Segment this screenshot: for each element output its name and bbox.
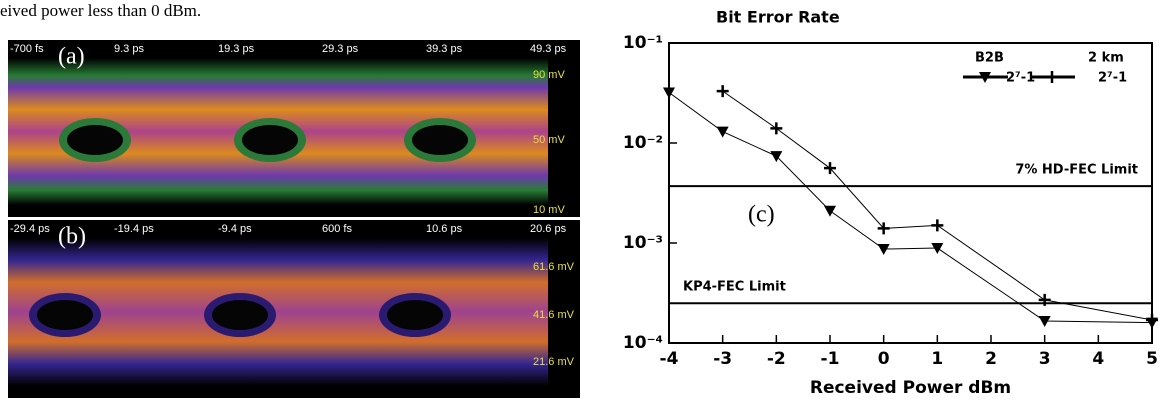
legend-marker bbox=[1046, 71, 1058, 83]
voltage-label: 61.6 mV bbox=[533, 261, 575, 273]
legend-group: B2B bbox=[975, 51, 1004, 66]
x-tick-label: 2 bbox=[985, 349, 997, 369]
plot-frame bbox=[669, 43, 1152, 343]
data-point bbox=[717, 85, 729, 97]
data-point bbox=[1146, 314, 1158, 326]
x-tick-label: -1 bbox=[821, 349, 840, 369]
data-point bbox=[770, 122, 782, 134]
x-tick-label: -2 bbox=[767, 349, 786, 369]
legend-group: 2 km bbox=[1088, 51, 1124, 66]
y-tick-label: 10⁻¹ bbox=[623, 33, 663, 53]
x-axis-label: Received Power dBm bbox=[810, 378, 1011, 398]
y-tick-label: 10⁻² bbox=[623, 133, 663, 153]
time-label: 29.3 ps bbox=[322, 43, 359, 55]
eye-opening bbox=[242, 125, 298, 155]
eye-opening bbox=[212, 300, 268, 330]
x-tick-label: 4 bbox=[1092, 349, 1104, 369]
y-tick-label: 10⁻³ bbox=[623, 233, 663, 253]
time-label: -29.4 ps bbox=[10, 223, 50, 235]
voltage-label: 10 mV bbox=[533, 204, 565, 216]
legend-label: 2⁷-1 bbox=[1098, 71, 1127, 86]
ber-chart: Bit Error Rate 10⁻¹ 10⁻² 10⁻³ 10⁻⁴-4 -3 -2 -1 0 1… bbox=[623, 8, 1158, 399]
panel-label: (a) bbox=[58, 44, 85, 70]
chart-title: Bit Error Rate bbox=[716, 8, 840, 27]
data-point bbox=[931, 219, 943, 231]
panel-label: (b) bbox=[58, 224, 86, 250]
time-label: 20.6 ps bbox=[530, 223, 567, 235]
eye-opening bbox=[67, 125, 123, 155]
eye-opening bbox=[412, 125, 468, 155]
caption-fragment: eived power less than 0 dBm. bbox=[0, 1, 201, 20]
time-label: -19.4 ps bbox=[114, 223, 154, 235]
data-point bbox=[717, 127, 729, 138]
data-point bbox=[878, 244, 890, 255]
eye-opening bbox=[387, 300, 443, 330]
voltage-label: 50 mV bbox=[533, 134, 565, 146]
voltage-label: 21.6 mV bbox=[533, 356, 575, 368]
time-label: 10.6 ps bbox=[426, 223, 463, 235]
x-tick-label: 1 bbox=[931, 349, 943, 369]
time-label: 19.3 ps bbox=[218, 43, 255, 55]
limit-label: KP4-FEC Limit bbox=[683, 280, 786, 295]
panel-label: (c) bbox=[748, 202, 775, 228]
x-tick-label: -3 bbox=[713, 349, 732, 369]
eye-opening bbox=[37, 300, 93, 330]
figure: eived power less than 0 dBm. -700 fs 9.3 … bbox=[0, 0, 1162, 400]
time-label: 600 fs bbox=[322, 223, 352, 235]
time-label: -9.4 ps bbox=[218, 223, 252, 235]
x-tick-label: 3 bbox=[1039, 349, 1051, 369]
voltage-label: 90 mV bbox=[533, 69, 565, 81]
time-label: 39.3 ps bbox=[426, 43, 463, 55]
time-label: 9.3 ps bbox=[114, 43, 144, 55]
x-tick-label: 5 bbox=[1146, 349, 1158, 369]
limit-label: 7% HD-FEC Limit bbox=[1015, 163, 1138, 178]
eye-diagrams: -700 fs 9.3 ps 19.3 ps 29.3 ps 39.3 ps 49.3 p… bbox=[8, 40, 580, 398]
data-point bbox=[663, 87, 675, 98]
x-tick-label: -4 bbox=[660, 349, 679, 369]
time-label: -700 fs bbox=[10, 43, 44, 55]
x-tick-label: 0 bbox=[878, 349, 890, 369]
y-tick-label: 10⁻⁴ bbox=[623, 333, 663, 353]
series-line bbox=[723, 91, 1152, 320]
voltage-label: 41.6 mV bbox=[533, 309, 575, 321]
data-point bbox=[824, 206, 836, 217]
time-label: 49.3 ps bbox=[530, 43, 567, 55]
